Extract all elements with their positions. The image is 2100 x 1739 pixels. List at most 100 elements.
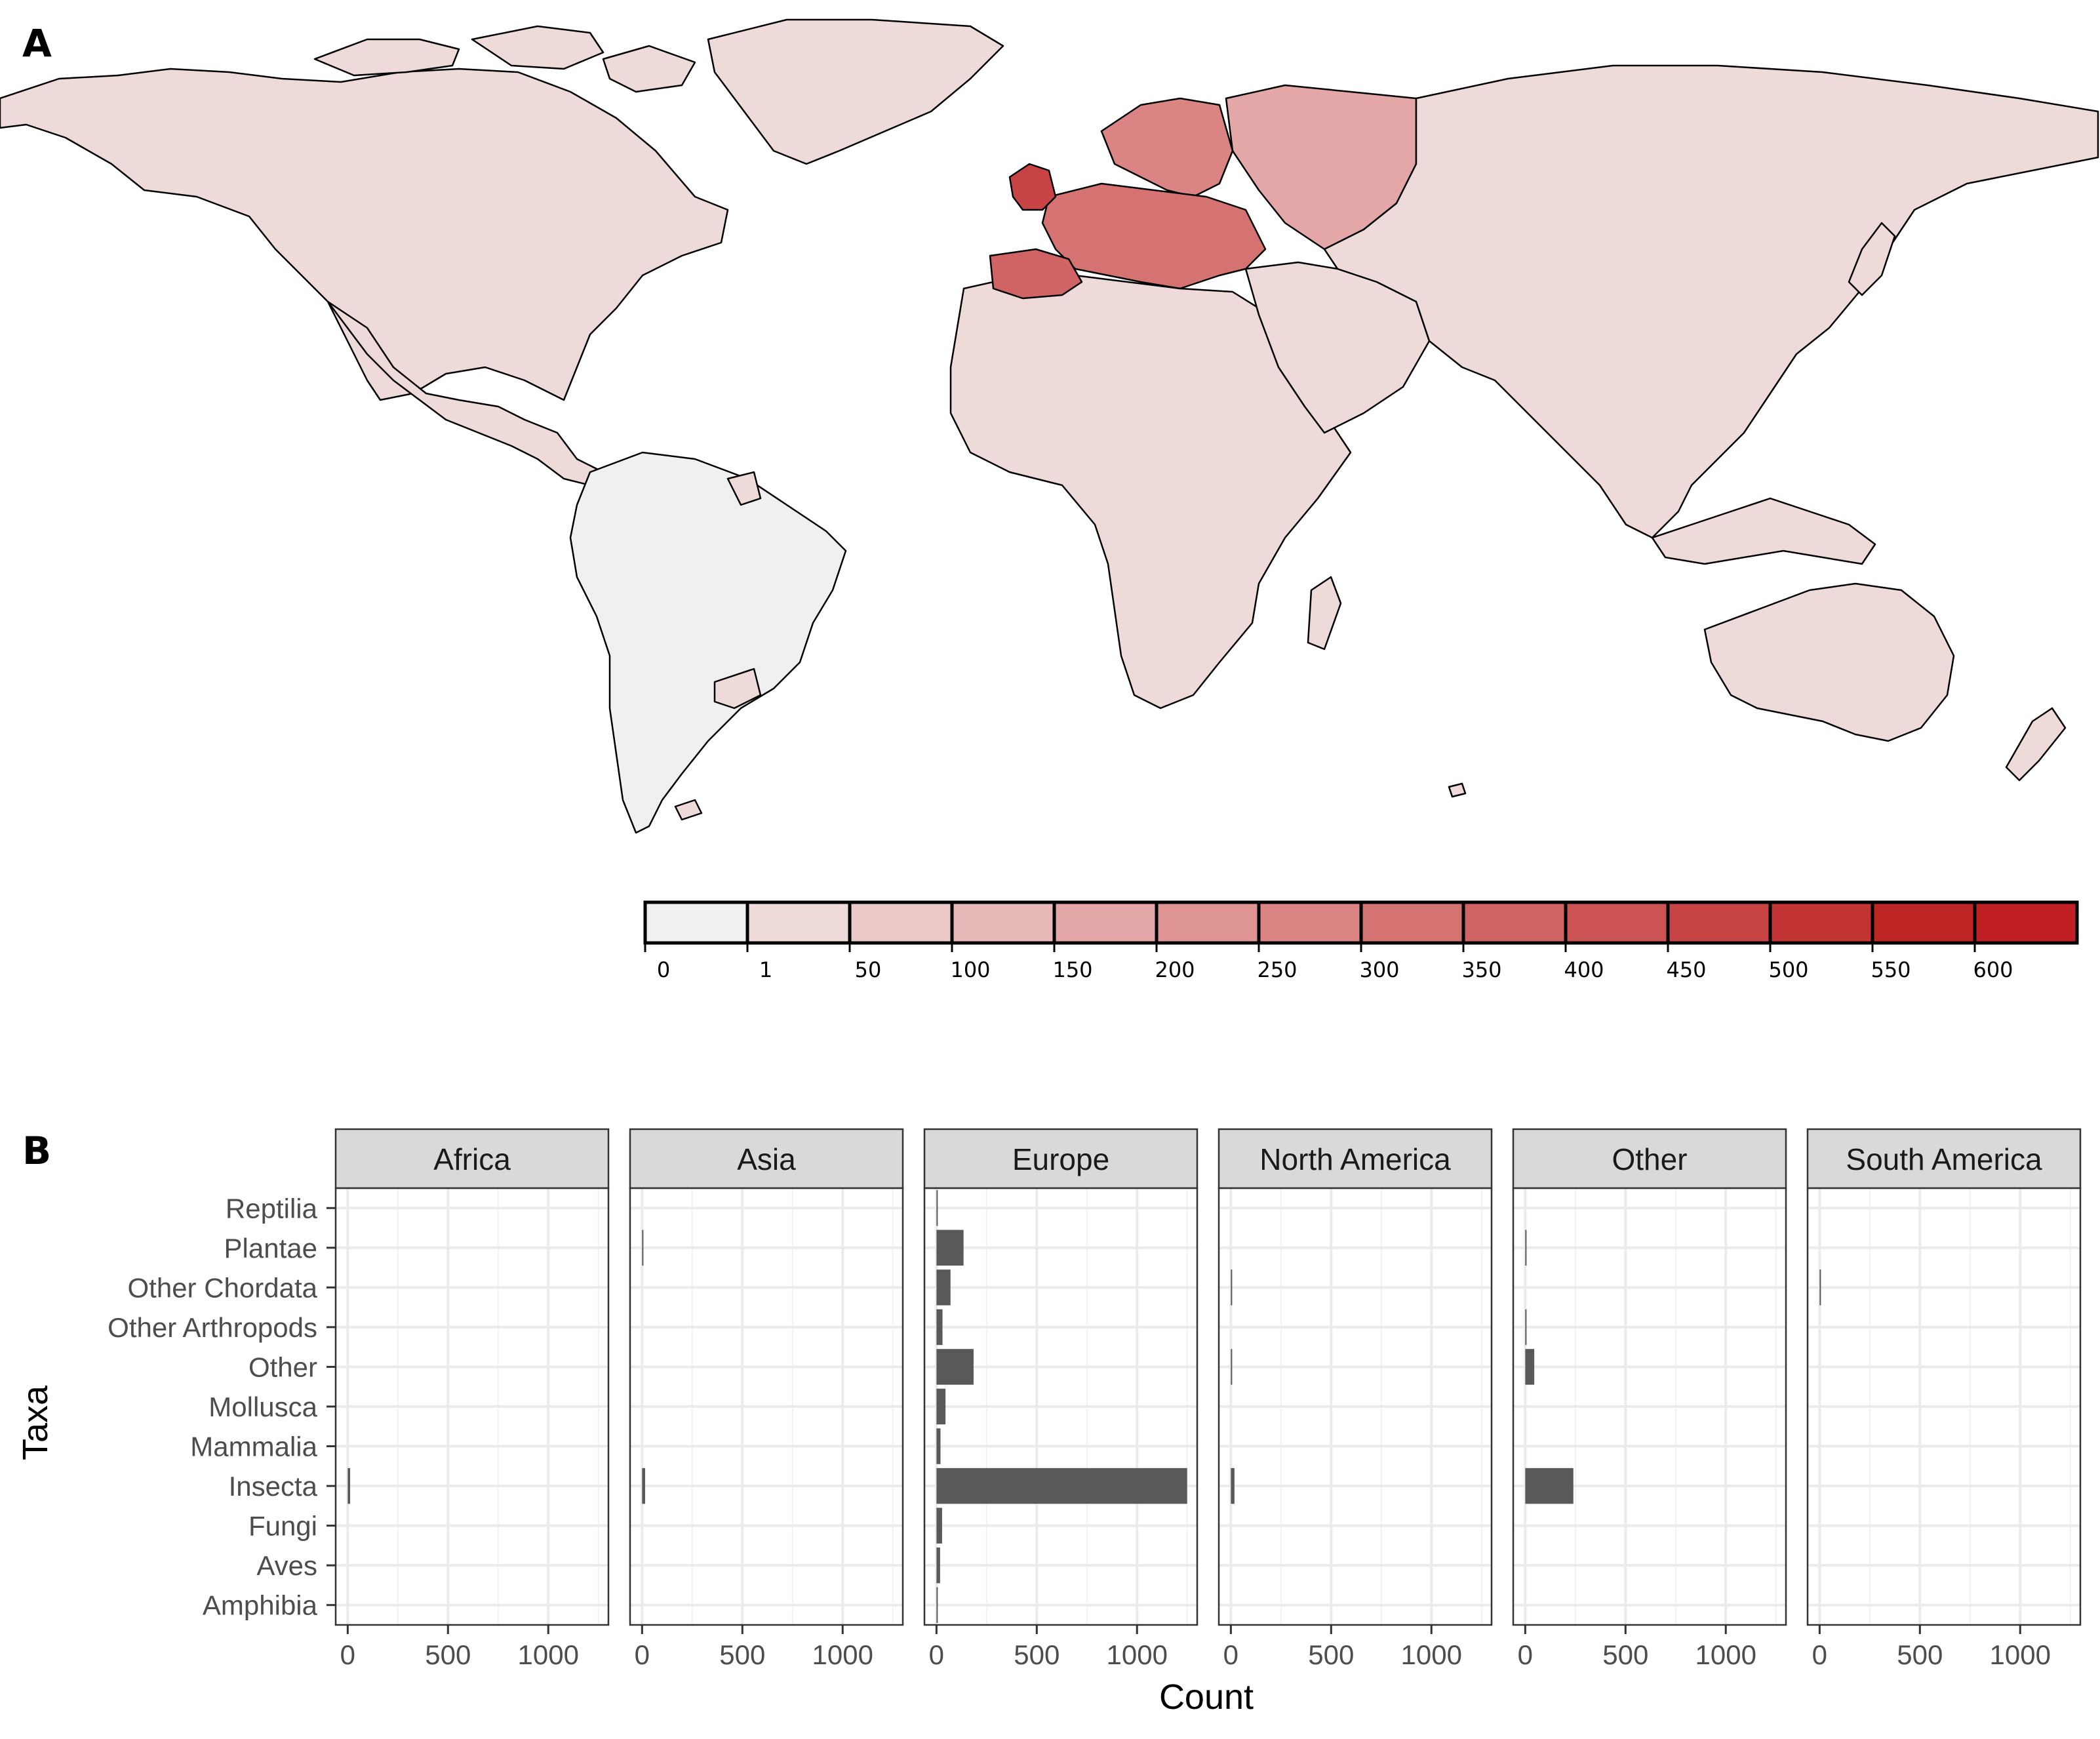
facet-panel-border — [1806, 1187, 2082, 1626]
legend-tick-label: 300 — [1359, 957, 1399, 982]
x-tick-label: 0 — [635, 1639, 650, 1670]
x-tick-label: 0 — [1812, 1639, 1827, 1670]
x-tick-label: 500 — [1014, 1639, 1060, 1670]
legend-tick-label: 500 — [1768, 957, 1808, 982]
bar-other-arthropods — [1525, 1309, 1527, 1346]
legend-tick-label: 600 — [1973, 957, 2013, 982]
region-europe-central — [1041, 182, 1267, 290]
legend-tick-label: 200 — [1155, 957, 1195, 982]
legend-swatch — [745, 900, 852, 945]
bar-insecta — [347, 1468, 351, 1504]
panel-b-label: B — [22, 1129, 51, 1173]
facet-other: Other 0 500 1000 — [1512, 1128, 1787, 1670]
legend-swatch — [1871, 900, 1977, 945]
bar-plantae — [1525, 1229, 1527, 1266]
bar-other-arthropods — [936, 1309, 943, 1346]
x-tick-label: 500 — [425, 1639, 471, 1670]
y-tick-label: Mollusca — [208, 1391, 317, 1422]
region-madagascar — [1307, 576, 1342, 650]
y-tick-label: Amphibia — [203, 1590, 318, 1621]
region-southeast-asia — [1651, 497, 1876, 565]
region-uk — [1008, 163, 1057, 211]
region-iberia — [989, 248, 1083, 300]
bar-plantae — [642, 1229, 644, 1266]
legend-tick-label: 550 — [1871, 957, 1911, 982]
bar-insecta — [1231, 1468, 1235, 1504]
legend-swatch — [1052, 900, 1159, 945]
region-south-america — [569, 451, 847, 834]
world-map — [0, 18, 2099, 834]
legend-tick-label: 50 — [855, 957, 882, 982]
facet-strip-label: Europe — [1012, 1142, 1109, 1176]
facet-strip-label: South America — [1846, 1142, 2042, 1176]
bar-fungi — [936, 1508, 942, 1544]
facet-south-america: South America 0 500 1000 — [1806, 1128, 2082, 1670]
y-tick-label: Reptilia — [226, 1193, 318, 1224]
x-tick-label: 500 — [1602, 1639, 1648, 1670]
facet-africa: Africa 0 500 1000 — [334, 1128, 610, 1670]
legend-swatch — [1257, 900, 1363, 945]
bar-other-chordata — [1231, 1269, 1233, 1306]
legend-swatch — [643, 900, 749, 945]
legend-tick-label: 350 — [1461, 957, 1501, 982]
color-legend: 0 1 50 100 150 200 250 300 350 400 450 500 550 600 — [643, 900, 2079, 982]
y-axis-title: Taxa — [16, 1385, 55, 1460]
region-russia-asia — [1323, 64, 2099, 539]
facet-strip-label: Asia — [737, 1142, 796, 1176]
y-tick-label: Aves — [256, 1550, 317, 1581]
legend-tick-label: 1 — [759, 957, 772, 982]
bar-insecta — [642, 1468, 645, 1504]
facet-panel-border — [923, 1187, 1199, 1626]
bar-other-chordata — [1819, 1269, 1821, 1306]
x-tick-label: 1000 — [812, 1639, 873, 1670]
x-tick-label: 1000 — [1695, 1639, 1756, 1670]
legend-swatch — [1564, 900, 1670, 945]
legend-swatch — [1768, 900, 1874, 945]
x-tick-label: 1000 — [1107, 1639, 1168, 1670]
bar-amphibia — [936, 1587, 938, 1623]
bar-mammalia — [936, 1428, 941, 1464]
legend-swatch — [950, 900, 1056, 945]
x-tick-label: 1000 — [1990, 1639, 2051, 1670]
x-tick-label: 0 — [1518, 1639, 1533, 1670]
bar-insecta — [936, 1468, 1187, 1504]
bar-reptilia — [936, 1190, 938, 1226]
x-axis-title: Count — [1159, 1677, 1254, 1717]
region-scandinavia — [1100, 97, 1234, 198]
y-tick-label: Other — [248, 1351, 317, 1382]
region-south-america-patch — [713, 471, 762, 710]
x-tick-label: 1000 — [1401, 1639, 1462, 1670]
facet-strip — [1512, 1128, 1787, 1189]
region-australia — [1703, 582, 1955, 742]
legend-swatch — [1359, 900, 1465, 945]
legend-swatch — [1973, 900, 2079, 945]
region-small-islands — [674, 782, 1467, 821]
region-africa — [949, 274, 1352, 710]
region-north-america — [0, 68, 729, 401]
region-new-zealand — [2005, 707, 2067, 782]
y-tick-label: Fungi — [248, 1511, 317, 1542]
legend-tick-label: 250 — [1257, 957, 1297, 982]
x-tick-label: 500 — [1308, 1639, 1354, 1670]
legend-swatch — [1155, 900, 1261, 945]
legend-swatch — [848, 900, 954, 945]
x-tick-label: 500 — [1897, 1639, 1943, 1670]
facet-strip-label: Africa — [433, 1142, 511, 1176]
facet-strip-label: North America — [1259, 1142, 1451, 1176]
region-japan — [1848, 222, 1896, 296]
legend-tick-label: 400 — [1564, 957, 1604, 982]
facet-north-america: North America 0 500 1000 — [1218, 1128, 1493, 1670]
facet-strip — [334, 1128, 610, 1189]
legend-swatch — [1461, 900, 1568, 945]
x-tick-label: 0 — [340, 1639, 355, 1670]
facet-strip-label: Other — [1612, 1142, 1687, 1176]
y-tick-label: Other Arthropods — [108, 1312, 317, 1343]
y-tick-label: Insecta — [229, 1471, 318, 1502]
bar-aves — [936, 1547, 940, 1584]
bar-other — [936, 1349, 974, 1385]
x-tick-label: 0 — [929, 1639, 944, 1670]
faceted-bar-chart: Africa 0 500 1000 Asia 0 500 1000 Europe 0 500 1000… — [108, 1128, 2082, 1670]
legend-tick-label: 150 — [1052, 957, 1092, 982]
legend-tick-label: 0 — [657, 957, 670, 982]
